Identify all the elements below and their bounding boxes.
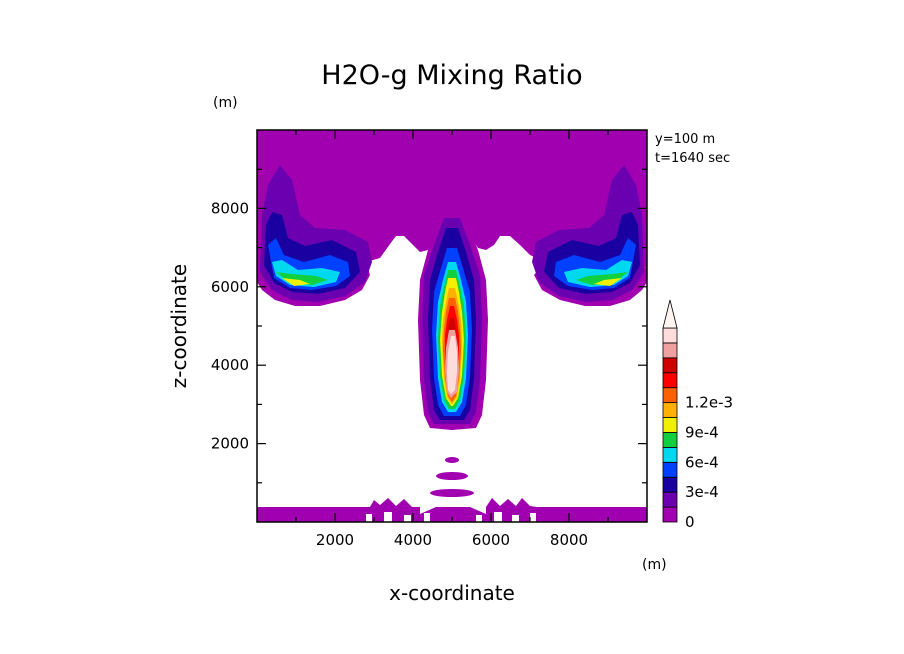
colorbar-label: 1.2e-3 xyxy=(685,394,733,412)
central-plume xyxy=(418,205,488,430)
colorbar-swatch xyxy=(662,372,678,389)
colorbar-label: 0 xyxy=(685,513,695,531)
colorbar-label: 9e-4 xyxy=(685,423,719,441)
x-axis-label: x-coordinate xyxy=(389,581,515,605)
colorbar-swatch xyxy=(662,476,678,493)
colorbar-swatch xyxy=(662,446,678,463)
colorbar-label: 3e-4 xyxy=(685,483,719,501)
surface-gaps xyxy=(366,512,536,522)
colorbar-swatch xyxy=(662,417,678,433)
y-tick-label: 2000 xyxy=(211,435,249,453)
colorbar-swatch xyxy=(662,342,678,359)
contour-field xyxy=(257,130,647,522)
annotation-t: t=1640 sec xyxy=(655,151,730,166)
right-cloud-lobe xyxy=(532,165,644,302)
colorbar-extension-arrow xyxy=(662,299,678,329)
x-tick-label: 4000 xyxy=(394,531,432,549)
surface-layer xyxy=(257,498,647,522)
upper-layer xyxy=(257,130,647,268)
colorbar-swatch xyxy=(662,461,678,478)
x-axis-ticks: 2000 4000 6000 8000 xyxy=(295,130,609,549)
lower-blobs xyxy=(430,457,474,497)
y-axis-label: z-coordinate xyxy=(167,264,191,388)
x-tick-label: 8000 xyxy=(550,531,588,549)
x-tick-label: 6000 xyxy=(472,531,510,549)
colorbar-swatch xyxy=(662,327,678,344)
x-tick-label: 2000 xyxy=(316,531,354,549)
y-axis-ticks: 2000 4000 6000 8000 xyxy=(211,168,647,484)
left-cloud-lobe xyxy=(260,165,372,302)
colorbar-swatch xyxy=(662,357,678,374)
chart-title: H2O-g Mixing Ratio xyxy=(321,60,582,91)
annotation-y: y=100 m xyxy=(655,132,715,147)
colorbar-swatch xyxy=(662,506,678,523)
colorbar-label: 6e-4 xyxy=(685,453,719,471)
colorbar-swatch xyxy=(662,491,678,508)
colorbar-labels: 0 3e-4 6e-4 9e-4 1.2e-3 xyxy=(685,394,733,531)
colorbar xyxy=(662,299,678,523)
y-tick-label: 6000 xyxy=(211,278,249,296)
y-unit-label: (m) xyxy=(213,95,238,111)
colorbar-swatch xyxy=(662,432,678,448)
y-tick-label: 4000 xyxy=(211,356,249,374)
colorbar-swatch xyxy=(662,402,678,418)
x-unit-label: (m) xyxy=(642,557,667,573)
colorbar-swatch xyxy=(662,387,678,404)
y-tick-label: 8000 xyxy=(211,199,249,217)
